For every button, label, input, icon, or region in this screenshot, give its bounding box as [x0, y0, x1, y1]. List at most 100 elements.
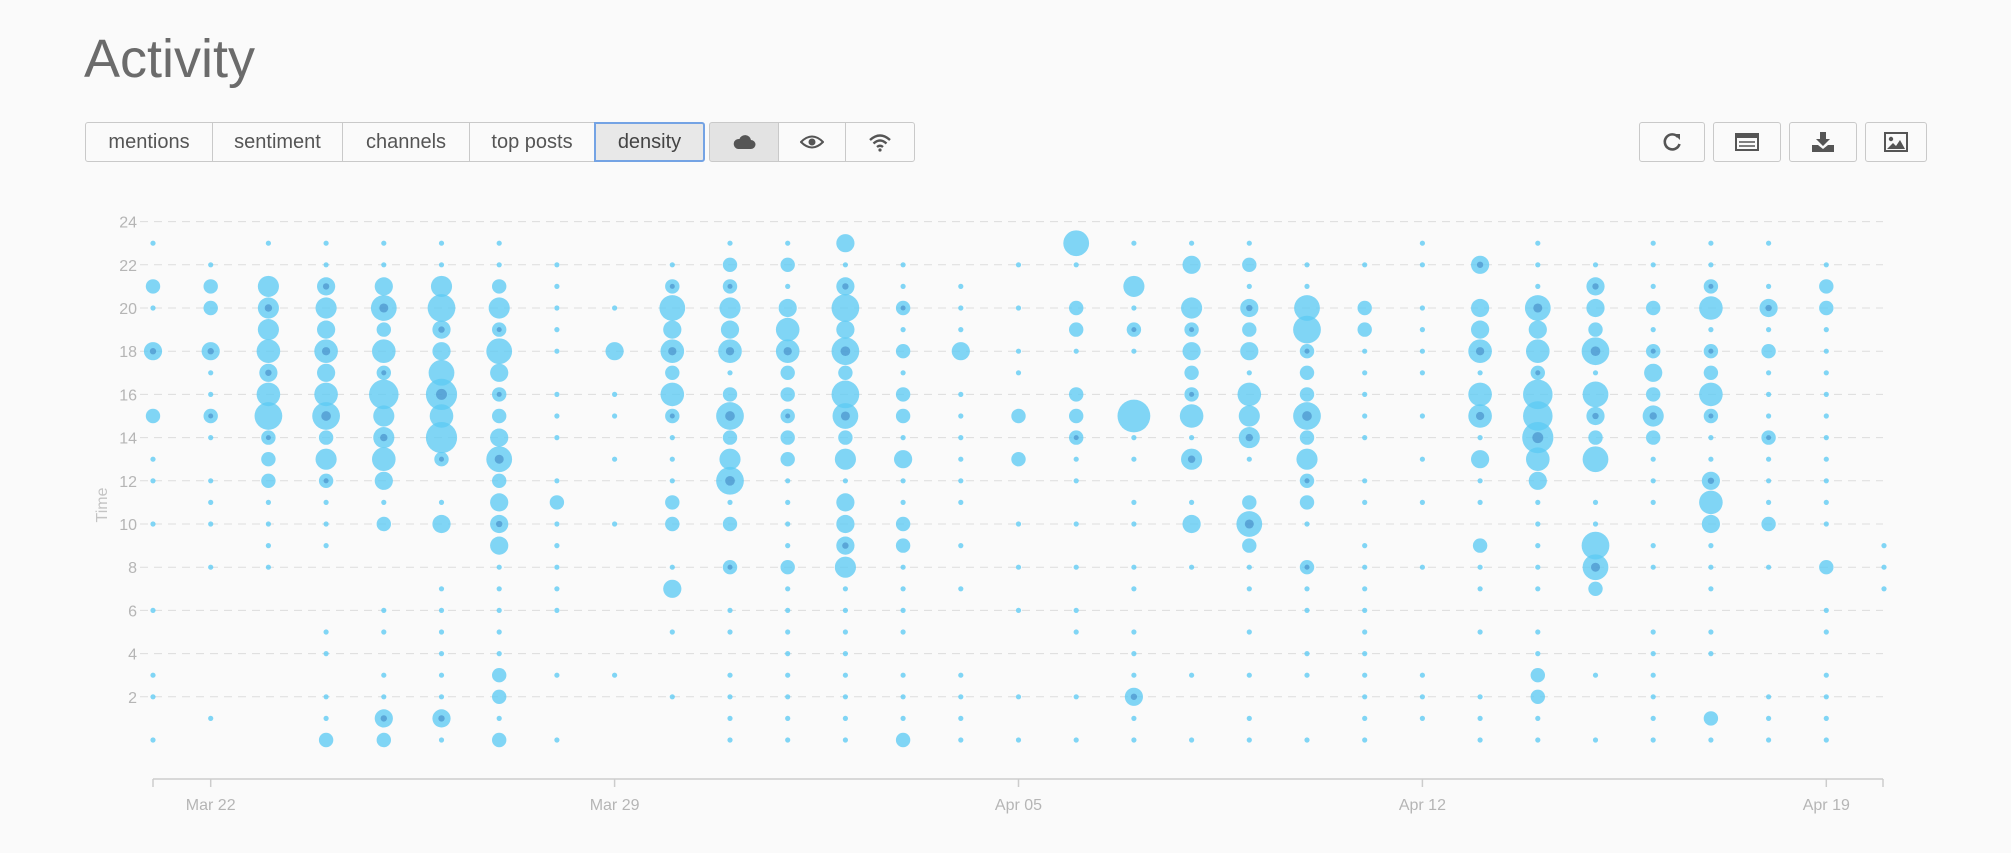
data-bubble [1299, 495, 1315, 510]
data-bubble [1362, 629, 1368, 635]
data-bubble [1362, 564, 1368, 570]
data-bubble [1246, 564, 1252, 570]
y-axis-title: Time [94, 487, 111, 522]
data-bubble [958, 283, 964, 289]
data-bubble [323, 521, 329, 527]
data-bubble [1592, 370, 1599, 376]
data-bubble [895, 408, 911, 424]
data-bubble-overlap [669, 283, 675, 289]
data-bubble [1823, 629, 1829, 635]
data-bubble [208, 478, 214, 484]
data-bubble [838, 430, 853, 445]
data-bubble [663, 320, 682, 339]
data-bubble [785, 543, 791, 549]
tab-channels[interactable]: channels [342, 122, 470, 162]
data-bubble [1708, 435, 1714, 441]
eye-button[interactable] [778, 122, 846, 162]
data-bubble [842, 715, 849, 722]
data-bubble [1357, 300, 1372, 316]
data-bubble [1586, 298, 1605, 318]
data-bubble [1419, 262, 1425, 268]
data-bubble [1362, 672, 1368, 678]
data-bubble [895, 344, 911, 359]
data-bubble [1242, 257, 1257, 272]
eye-icon [800, 135, 824, 149]
refresh-button[interactable] [1639, 122, 1705, 162]
data-bubble-overlap [1245, 433, 1253, 442]
data-bubble-overlap [1708, 348, 1714, 354]
tab-mentions[interactable]: mentions [85, 122, 213, 162]
data-bubble-overlap [1590, 346, 1601, 357]
data-bubble-overlap [496, 327, 502, 333]
refresh-icon [1663, 133, 1681, 151]
data-bubble-overlap [1765, 304, 1772, 312]
download-button[interactable] [1789, 122, 1857, 162]
y-tick-label: 2 [128, 690, 137, 707]
data-bubble [1131, 521, 1137, 527]
data-bubble [381, 694, 387, 700]
data-bubble [1650, 672, 1656, 678]
data-bubble [1189, 435, 1195, 441]
data-bubble [1362, 478, 1368, 484]
data-bubble [1526, 447, 1550, 472]
data-bubble [438, 694, 445, 700]
data-bubble-overlap [900, 305, 906, 311]
data-bubble [1242, 538, 1257, 553]
data-bubble [1419, 499, 1425, 505]
data-bubble-overlap [1304, 348, 1310, 354]
data-bubble [727, 240, 733, 246]
wifi-button[interactable] [845, 122, 915, 162]
data-bubble [659, 295, 686, 321]
data-bubble [150, 456, 156, 462]
view-mode-group [709, 122, 915, 164]
data-bubble [785, 694, 791, 700]
data-bubble [1650, 499, 1656, 505]
data-bubble [1131, 499, 1137, 505]
data-bubble [1246, 456, 1252, 462]
data-bubble [842, 694, 849, 700]
y-tick-label: 20 [119, 301, 137, 318]
data-bubble [1419, 564, 1425, 570]
data-bubble [1703, 365, 1719, 380]
data-bubble [842, 737, 849, 743]
data-bubble [1646, 300, 1661, 316]
data-bubble [376, 322, 391, 337]
data-bubble [727, 629, 733, 635]
data-bubble [1819, 300, 1834, 316]
data-bubble [1477, 499, 1483, 505]
data-bubble [1823, 499, 1829, 505]
data-bubble-overlap [1130, 693, 1138, 700]
data-bubble-overlap [1475, 411, 1485, 421]
x-tick-label: Apr 12 [1399, 797, 1446, 814]
data-bubble [1362, 543, 1368, 549]
data-bubble-overlap [1244, 519, 1254, 529]
data-bubble [1189, 737, 1195, 743]
data-bubble-overlap [725, 347, 735, 356]
data-bubble [1073, 737, 1079, 743]
data-bubble [256, 382, 281, 407]
data-bubble [1362, 370, 1368, 376]
tab-density[interactable]: density [594, 122, 705, 162]
data-bubble [669, 435, 675, 441]
x-tick-label: Apr 05 [995, 797, 1042, 814]
export-image-button[interactable] [1865, 122, 1927, 162]
x-tick-label: Mar 22 [186, 797, 236, 814]
data-bubble-overlap [668, 347, 677, 356]
data-bubble [785, 607, 791, 614]
data-bubble [492, 689, 507, 704]
data-bubble [1419, 694, 1425, 700]
data-bubble [150, 478, 156, 484]
data-bubble [1823, 327, 1829, 333]
table-view-button[interactable] [1713, 122, 1781, 162]
data-bubble [496, 262, 502, 268]
data-bubble [1766, 413, 1772, 419]
data-bubble [900, 283, 906, 289]
data-bubble [554, 737, 560, 743]
data-bubble [669, 629, 675, 635]
data-bubble [1477, 629, 1483, 635]
data-bubble [1470, 320, 1490, 339]
data-bubble [1242, 322, 1257, 337]
data-bubble [1650, 327, 1656, 333]
data-bubble [780, 560, 795, 575]
data-bubble [1530, 689, 1546, 704]
